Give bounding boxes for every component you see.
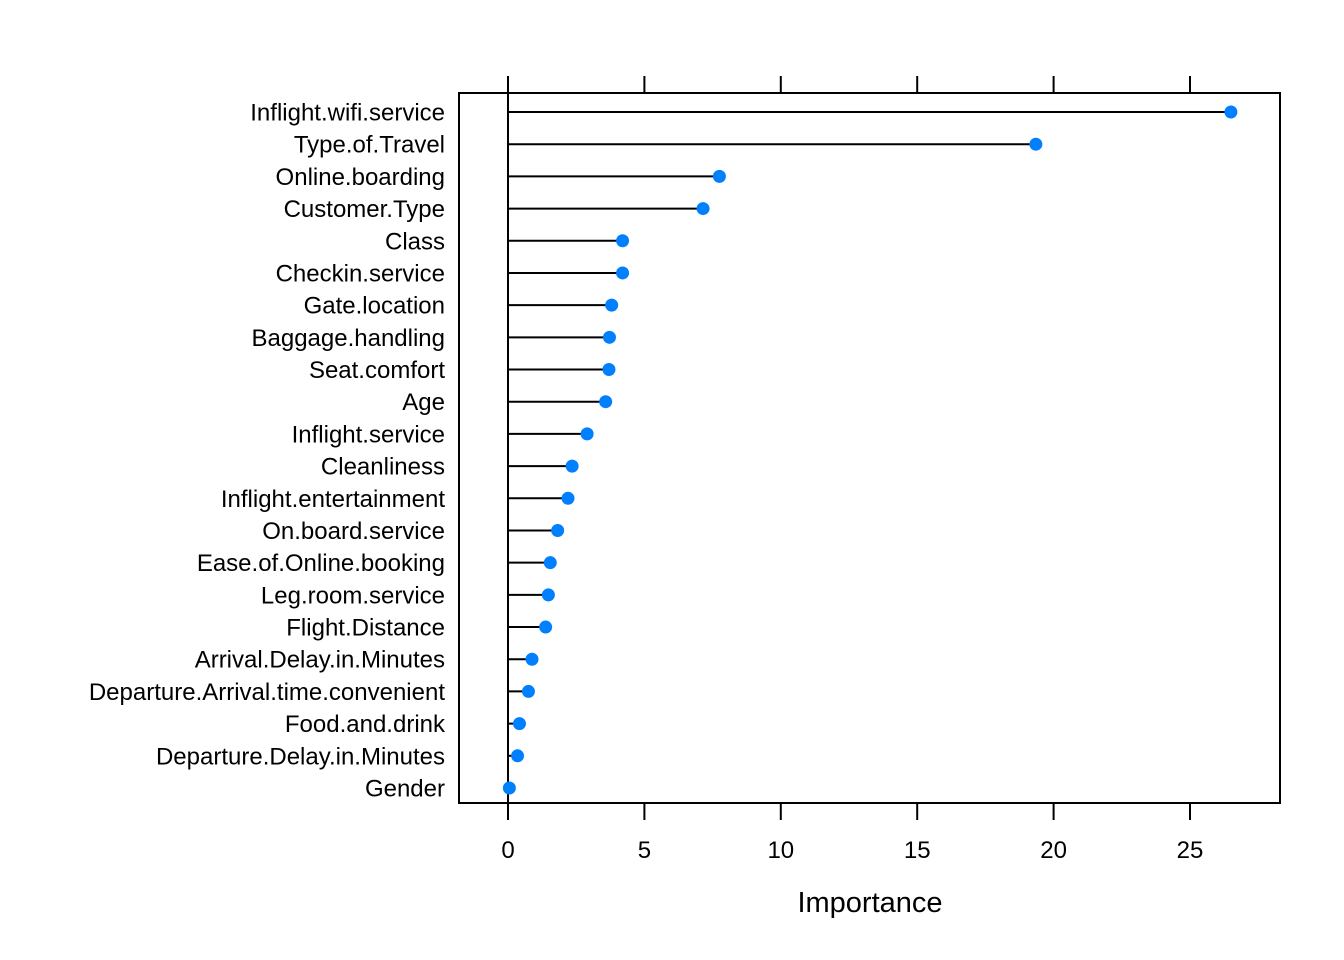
data-point xyxy=(502,781,516,795)
x-tick-label: 25 xyxy=(1177,837,1204,864)
data-point xyxy=(599,395,613,409)
data-point xyxy=(541,588,555,602)
category-label: Baggage.handling xyxy=(251,325,445,352)
plot-frame xyxy=(458,92,1281,804)
top-axis-ticks xyxy=(507,76,1191,93)
data-point xyxy=(561,491,575,505)
data-point xyxy=(539,620,553,634)
data-point xyxy=(616,234,630,248)
x-tick-label: 20 xyxy=(1040,837,1067,864)
data-point xyxy=(543,556,557,570)
category-labels: Inflight.wifi.service Type.of.Travel Onlin… xyxy=(89,100,446,803)
data-point xyxy=(605,298,619,312)
category-label: On.board.service xyxy=(262,518,445,545)
category-label: Gender xyxy=(365,776,445,803)
data-point xyxy=(1224,105,1238,119)
data-point xyxy=(551,523,565,537)
category-label: Type.of.Travel xyxy=(294,132,445,159)
category-label: Inflight.wifi.service xyxy=(250,100,445,127)
category-label: Ease.of.Online.booking xyxy=(197,550,445,577)
x-tick-label: 15 xyxy=(904,837,931,864)
category-label: Inflight.service xyxy=(292,421,445,448)
category-label: Flight.Distance xyxy=(286,615,445,642)
category-label: Seat.comfort xyxy=(309,357,445,384)
data-point xyxy=(602,363,616,377)
data-point xyxy=(525,652,539,666)
x-axis-title: Importance xyxy=(797,887,942,919)
data-point xyxy=(580,427,594,441)
data-point xyxy=(602,330,616,344)
data-point xyxy=(696,202,710,216)
category-label: Departure.Delay.in.Minutes xyxy=(156,743,445,770)
data-point xyxy=(1029,137,1043,151)
data-point xyxy=(511,749,525,763)
x-tick-label: 5 xyxy=(638,837,651,864)
category-label: Checkin.service xyxy=(276,260,445,287)
bottom-axis-ticks xyxy=(507,803,1191,820)
category-label: Arrival.Delay.in.Minutes xyxy=(195,647,445,674)
category-label: Customer.Type xyxy=(284,196,445,223)
category-label: Online.boarding xyxy=(276,164,445,191)
points xyxy=(502,105,1238,795)
data-point xyxy=(521,684,535,698)
x-tick-label: 0 xyxy=(501,837,514,864)
category-label: Class xyxy=(385,228,445,255)
category-label: Food.and.drink xyxy=(285,711,446,738)
category-label: Cleanliness xyxy=(321,454,445,481)
category-label: Gate.location xyxy=(304,293,445,320)
category-label: Leg.room.service xyxy=(261,582,445,609)
x-tick-labels: 0 5 10 15 20 25 xyxy=(501,837,1203,864)
category-label: Departure.Arrival.time.convenient xyxy=(89,679,445,706)
data-point xyxy=(712,169,726,183)
data-point xyxy=(565,459,579,473)
data-point xyxy=(512,717,526,731)
x-tick-label: 10 xyxy=(767,837,794,864)
data-point xyxy=(616,266,630,280)
stems xyxy=(508,111,1231,789)
category-label: Age xyxy=(402,389,445,416)
category-label: Inflight.entertainment xyxy=(221,486,445,513)
